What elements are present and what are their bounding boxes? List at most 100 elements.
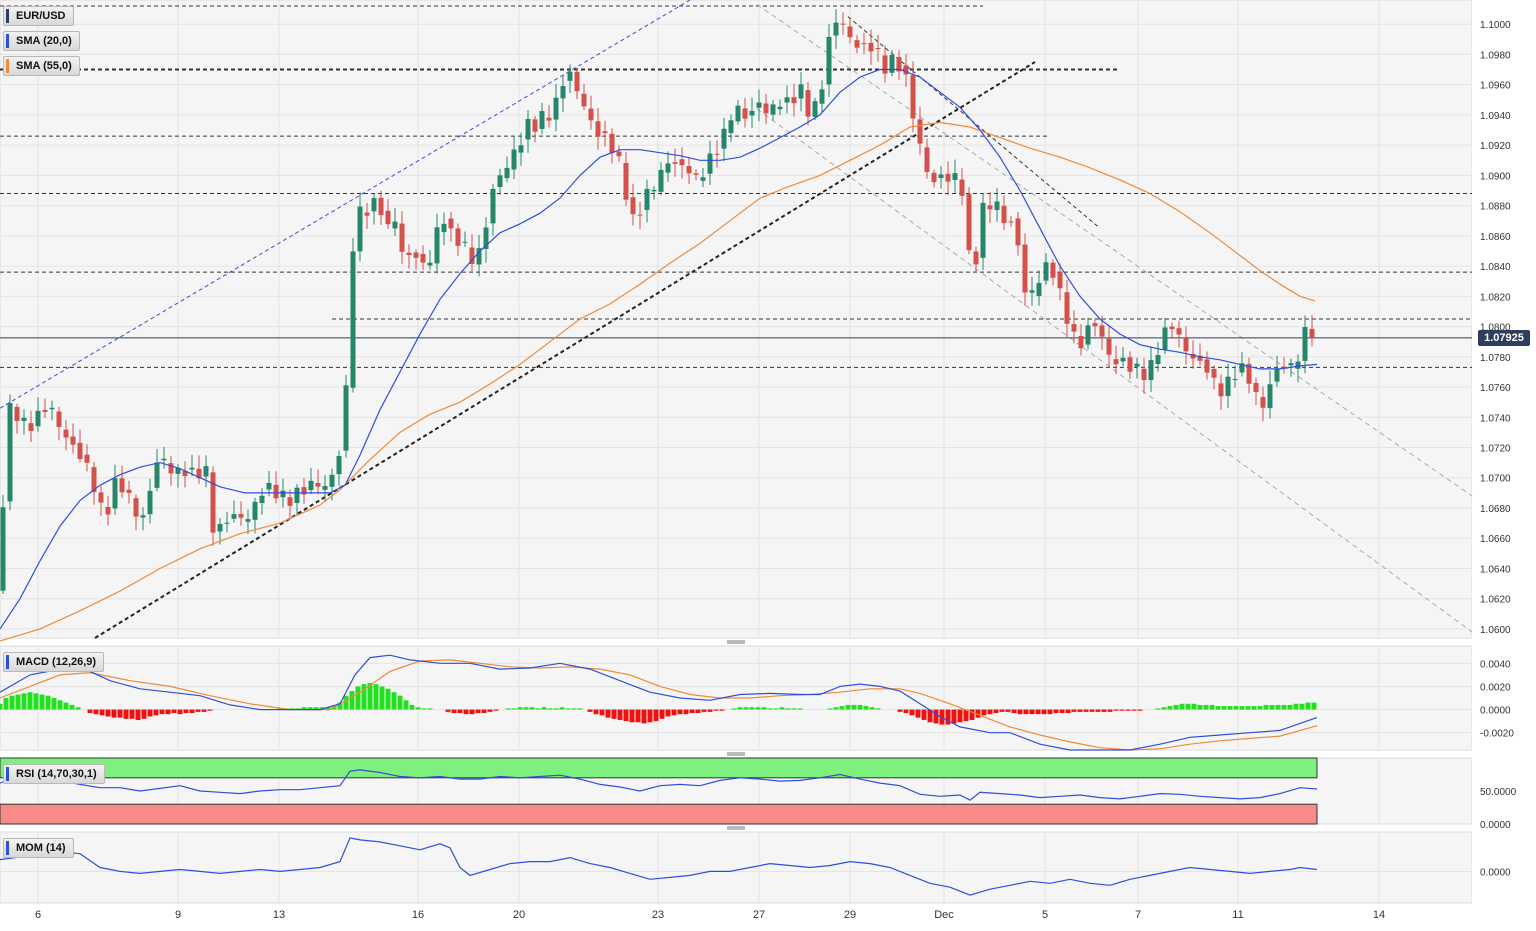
candle	[140, 507, 146, 531]
candle-body	[406, 252, 412, 256]
macd-histogram-bar	[671, 709, 677, 716]
candle-body	[588, 108, 594, 121]
candle-body	[357, 206, 363, 252]
macd-label[interactable]: MACD (12,26,9)	[3, 652, 105, 672]
candle-body	[840, 23, 846, 25]
candle-body	[1043, 262, 1049, 281]
macd-histogram-bar	[385, 688, 391, 710]
macd-histogram-bar	[1017, 709, 1023, 715]
macd-histogram-bar	[903, 709, 909, 714]
candle-body	[966, 194, 972, 251]
macd-histogram-bar	[969, 709, 975, 720]
macd-histogram-bar	[897, 709, 903, 712]
sma55-label[interactable]: SMA (55,0)	[3, 56, 80, 76]
candle-body	[784, 97, 790, 103]
candle-body	[581, 93, 587, 107]
macd-histogram-bar	[69, 704, 75, 710]
candle	[1050, 259, 1056, 286]
rsi-oversold-zone	[0, 803, 1318, 825]
macd-histogram-bar	[1215, 706, 1221, 710]
candle	[126, 480, 132, 504]
candle	[203, 455, 209, 488]
candle-body	[175, 467, 181, 474]
candle	[350, 238, 356, 393]
x-tick-label: 7	[1135, 909, 1141, 921]
macd-histogram-bar	[27, 692, 33, 710]
candle	[266, 470, 272, 497]
candle-body	[567, 71, 573, 81]
candle	[812, 97, 818, 120]
instrument-label[interactable]: EUR/USD	[3, 6, 74, 26]
candle-body	[469, 247, 475, 264]
panel-resize-handle[interactable]	[727, 826, 745, 830]
candle-body	[973, 251, 979, 265]
candle	[875, 34, 881, 62]
candle-body	[315, 483, 321, 487]
macd-histogram-bar	[975, 709, 981, 718]
candle	[133, 494, 139, 531]
candle	[21, 409, 27, 435]
candle-body	[231, 514, 237, 519]
candle-body	[476, 248, 482, 265]
candle	[406, 244, 412, 269]
candle	[483, 217, 489, 263]
candle-body	[252, 501, 258, 520]
macd-histogram-bar	[1293, 703, 1299, 710]
candle	[224, 511, 230, 533]
candle-body	[1232, 378, 1238, 380]
y-tick-label: 1.0880	[1480, 202, 1511, 213]
candle-body	[511, 149, 517, 170]
candle-body	[763, 103, 769, 114]
candle-body	[847, 26, 853, 38]
macd-histogram-bar	[749, 707, 755, 710]
candle-body	[294, 487, 300, 503]
candle	[539, 102, 545, 135]
candle-body	[35, 410, 41, 427]
candle-body	[770, 104, 776, 115]
candle	[735, 99, 741, 125]
macd-histogram-bar	[1233, 706, 1239, 710]
candle	[455, 223, 461, 256]
y-tick-label: 1.0940	[1480, 111, 1511, 122]
sma20-label[interactable]: SMA (20,0)	[3, 31, 80, 51]
rsi-label[interactable]: RSI (14,70,30,1)	[3, 764, 105, 784]
instrument-text: EUR/USD	[16, 10, 66, 22]
candle	[1218, 374, 1224, 410]
macd-histogram-bar	[1245, 706, 1251, 710]
channel-upper-line	[0, 0, 691, 409]
candle-body	[105, 506, 111, 515]
macd-histogram-bar	[487, 709, 493, 712]
candle	[1127, 351, 1133, 380]
y-tick-label: 1.0760	[1480, 383, 1511, 394]
macd-histogram-bar	[845, 704, 851, 710]
panel-resize-handle[interactable]	[727, 752, 745, 756]
candle-body	[672, 162, 678, 164]
macd-histogram-bar	[295, 708, 301, 710]
candle	[420, 245, 426, 271]
mom-label[interactable]: MOM (14)	[3, 838, 74, 858]
macd-histogram-bar	[963, 709, 969, 722]
candle	[441, 212, 447, 246]
macd-histogram-bar	[1269, 704, 1275, 710]
macd-histogram-bar	[851, 704, 857, 710]
macd-histogram-bar	[1065, 709, 1071, 714]
macd-histogram-bar	[171, 709, 177, 714]
candle	[742, 97, 748, 128]
panel-resize-handle[interactable]	[727, 640, 745, 644]
macd-histogram-bar	[159, 709, 165, 715]
candle	[497, 168, 503, 195]
macd-histogram-bar	[559, 707, 565, 710]
candle-body	[910, 74, 916, 119]
candle	[1036, 270, 1042, 306]
macd-histogram-bar	[987, 709, 993, 715]
candle	[959, 168, 965, 206]
candle	[287, 489, 293, 520]
candle	[91, 461, 97, 505]
candle-body	[287, 497, 293, 506]
candle	[1148, 346, 1154, 393]
candle-body	[518, 145, 524, 153]
macd-histogram-bar	[587, 709, 593, 712]
candle	[784, 85, 790, 114]
macd-histogram-bar	[379, 686, 385, 710]
candle-body	[1309, 328, 1315, 339]
